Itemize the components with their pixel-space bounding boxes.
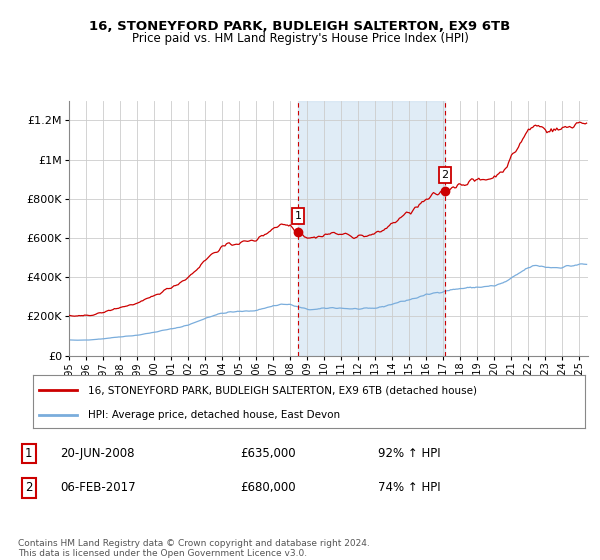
Text: £635,000: £635,000 (240, 447, 296, 460)
Text: £680,000: £680,000 (240, 482, 296, 494)
Text: 2: 2 (25, 482, 32, 494)
Text: 2: 2 (441, 170, 448, 180)
Text: 1: 1 (25, 447, 32, 460)
Text: 1: 1 (295, 211, 302, 221)
Text: 06-FEB-2017: 06-FEB-2017 (60, 482, 136, 494)
Text: Contains HM Land Registry data © Crown copyright and database right 2024.
This d: Contains HM Land Registry data © Crown c… (18, 539, 370, 558)
Text: 74% ↑ HPI: 74% ↑ HPI (378, 482, 440, 494)
Text: HPI: Average price, detached house, East Devon: HPI: Average price, detached house, East… (88, 410, 340, 420)
Text: 92% ↑ HPI: 92% ↑ HPI (378, 447, 440, 460)
Text: 16, STONEYFORD PARK, BUDLEIGH SALTERTON, EX9 6TB (detached house): 16, STONEYFORD PARK, BUDLEIGH SALTERTON,… (88, 385, 477, 395)
Text: Price paid vs. HM Land Registry's House Price Index (HPI): Price paid vs. HM Land Registry's House … (131, 32, 469, 45)
Text: 16, STONEYFORD PARK, BUDLEIGH SALTERTON, EX9 6TB: 16, STONEYFORD PARK, BUDLEIGH SALTERTON,… (89, 20, 511, 32)
Bar (298, 101, 445, 356)
Text: 20-JUN-2008: 20-JUN-2008 (60, 447, 134, 460)
